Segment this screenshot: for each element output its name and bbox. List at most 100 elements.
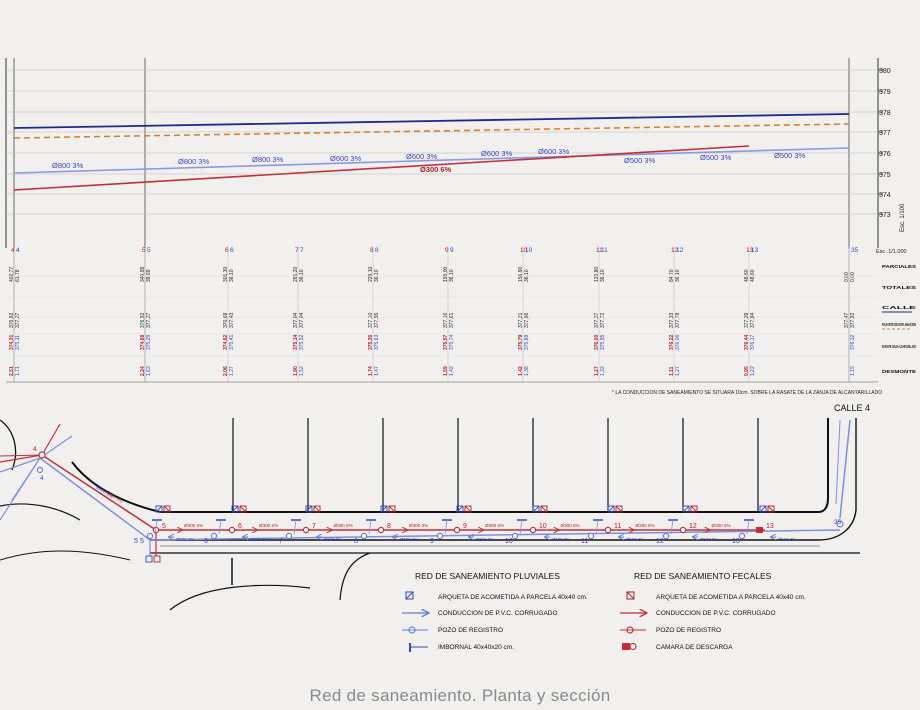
pluvial-pipe-label: Ø600 3% xyxy=(324,537,342,542)
table-cell-value: 36,10 xyxy=(229,269,235,282)
plan-view: CALLE 4 Ø800 3% Ø300 6% 4 4 xyxy=(0,403,870,611)
legend-camara-icon xyxy=(622,643,630,650)
legend-pluvial-item-1: ARQUETA DE ACOMETIDA A PARCELA 40x40 cm. xyxy=(438,594,588,601)
station-pluvial-number: 13 xyxy=(751,247,759,254)
table-cell-value: 36,10 xyxy=(524,269,530,282)
table-cell-value: 39,69 xyxy=(146,269,152,282)
fecal-manhole xyxy=(302,526,310,534)
table-cell-value: 301,30 xyxy=(223,266,229,282)
table-cell-value: 376,17 xyxy=(750,334,756,350)
pluvial-arqueta xyxy=(305,505,313,513)
fecal-diagonal-3 xyxy=(41,423,61,456)
legend: RED DE SANEAMIENTO PLUVIALES RED DE SANE… xyxy=(402,571,806,652)
legend-fecal-item-4: CAMARA DE DESCARGA xyxy=(656,644,733,651)
table-cell-value: 376,32 xyxy=(850,334,856,350)
pluvial-manhole xyxy=(360,532,368,540)
station-fecal-number: 4 xyxy=(11,247,15,254)
table-cell-value: 375,36 xyxy=(368,334,374,350)
longitudinal-profile: 380 379 378 377 376 375 374 373 Esc. 1/100 Ø800… xyxy=(5,58,918,396)
median-bottom xyxy=(169,584,311,611)
pluvial-pipe-label: Ø600 3% xyxy=(476,537,494,542)
fecal-manhole-label: 5 xyxy=(162,523,166,530)
table-cell-value: 61,78 xyxy=(15,269,21,282)
pluvial-manhole xyxy=(587,532,595,540)
plan-node-4-pluvial-label: 4 xyxy=(40,475,44,482)
fecal-diagonal-1 xyxy=(41,454,157,531)
table-cell-value: 376,00 xyxy=(594,334,600,350)
station-pluvial-number: 7 xyxy=(300,247,304,254)
station-pluvial-number: 9 xyxy=(450,247,454,254)
table-cell-value: 376,44 xyxy=(744,334,750,350)
profile-note: * LA CONDUCCION DE SANEAMIENTO SE SITUAR… xyxy=(612,390,882,396)
pluvial-manhole-label: 5 xyxy=(140,538,144,545)
table-row-label: RASANTE DE EXPLANACION xyxy=(882,322,916,328)
manhole-node-35 xyxy=(836,520,844,528)
pluvial-arqueta-cross xyxy=(607,505,615,513)
table-cell-value: 377,04 xyxy=(293,312,299,328)
road-edge-left xyxy=(0,503,81,521)
table-cell-value: 1,38 xyxy=(524,366,530,376)
camara-descarga xyxy=(756,527,763,533)
pluvial-diagonal-5 xyxy=(11,457,41,501)
profile-pluvial-label-4: Ø600 3% xyxy=(330,154,362,163)
table-cell-value: 1,71 xyxy=(15,366,21,376)
fecal-pipe-label: Ø300 6% xyxy=(259,523,278,528)
legend-pluvial-item-3: POZO DE REGISTRO xyxy=(438,627,503,634)
station-pluvial-number: 11 xyxy=(601,247,608,254)
table-cell-value: 377,43 xyxy=(229,312,235,328)
explanacion-line xyxy=(13,123,850,139)
station-fecal-number: 13 xyxy=(746,247,754,254)
table-cell-value: 2,06 xyxy=(223,366,229,376)
table-cell-value: 1,90 xyxy=(293,366,299,376)
pluvial-arqueta xyxy=(682,505,690,513)
pluvial-manhole xyxy=(146,532,154,540)
pluvial-diagonal-1 xyxy=(39,457,151,541)
road-edge-upper xyxy=(71,418,829,513)
horizontal-scale-label: Esc. 1/1.000 xyxy=(876,249,907,255)
station-fecal-number: 8 xyxy=(370,247,374,254)
profile-pluvial-label-7: Ø600 3% xyxy=(538,147,570,156)
imbornal-connection xyxy=(444,519,448,535)
profile-fecal-label: Ø300 6% xyxy=(420,165,452,174)
table-cell-value: 377,10 xyxy=(368,312,374,328)
legend-camara-icon-circle xyxy=(629,642,637,651)
imbornal-connection xyxy=(293,519,297,535)
station-pluvial-number: 12 xyxy=(676,247,684,254)
table-cell-value: 377,33 xyxy=(669,312,675,328)
roundabout-edge xyxy=(0,419,17,471)
table-cell-value: 1,52 xyxy=(299,366,305,376)
fecal-arqueta xyxy=(464,505,472,513)
table-row-label: TOTALES xyxy=(882,285,917,291)
table-cell-value: 377,47 xyxy=(844,312,850,328)
pluvial-pipe-label: Ø600 3% xyxy=(552,537,570,542)
fecal-arqueta xyxy=(690,505,698,513)
legend-fecal-item-2: CONDUCCION DE P.V.C. CORRUGADO xyxy=(656,610,776,617)
pluvial-manhole xyxy=(210,532,218,540)
fecal-arqueta-cross xyxy=(313,505,321,513)
table-cell-value: 36,10 xyxy=(600,269,606,282)
table-cell-value: 377,21 xyxy=(518,312,524,328)
pluvial-manhole xyxy=(511,532,519,540)
table-cell-value: 36,10 xyxy=(374,269,380,282)
pluvial-manhole xyxy=(662,532,670,540)
table-cell-value: 375,63 xyxy=(374,334,380,350)
elevation-tick-label: 374 xyxy=(879,192,891,199)
pluvial-pipe-label: Ø500 3% xyxy=(778,537,796,542)
station-pluvial-number: 35 xyxy=(851,247,859,254)
fecal-pipe-label: Ø300 6% xyxy=(561,523,580,528)
table-cell-value: 265,20 xyxy=(293,266,299,282)
table-cell-value: 340,99 xyxy=(140,266,146,282)
table-cell-value: 377,61 xyxy=(449,312,455,328)
pluvial-manhole-label: 11 xyxy=(581,538,588,545)
fecal-arqueta xyxy=(767,505,775,513)
station-pluvial-number: 4 xyxy=(16,247,20,254)
pluvial-arqueta-cross xyxy=(532,505,540,513)
fecal-manhole xyxy=(679,526,687,534)
fecal-manhole-label: 10 xyxy=(539,523,547,530)
fecal-arqueta xyxy=(153,555,161,563)
fecal-manhole xyxy=(453,526,461,534)
table-cell-value: 2,24 xyxy=(140,366,146,376)
road-edge-bottom-left xyxy=(0,550,131,561)
fecal-pipe-label: Ø300 6% xyxy=(409,523,428,528)
table-cell-value: 375,52 xyxy=(299,334,305,350)
